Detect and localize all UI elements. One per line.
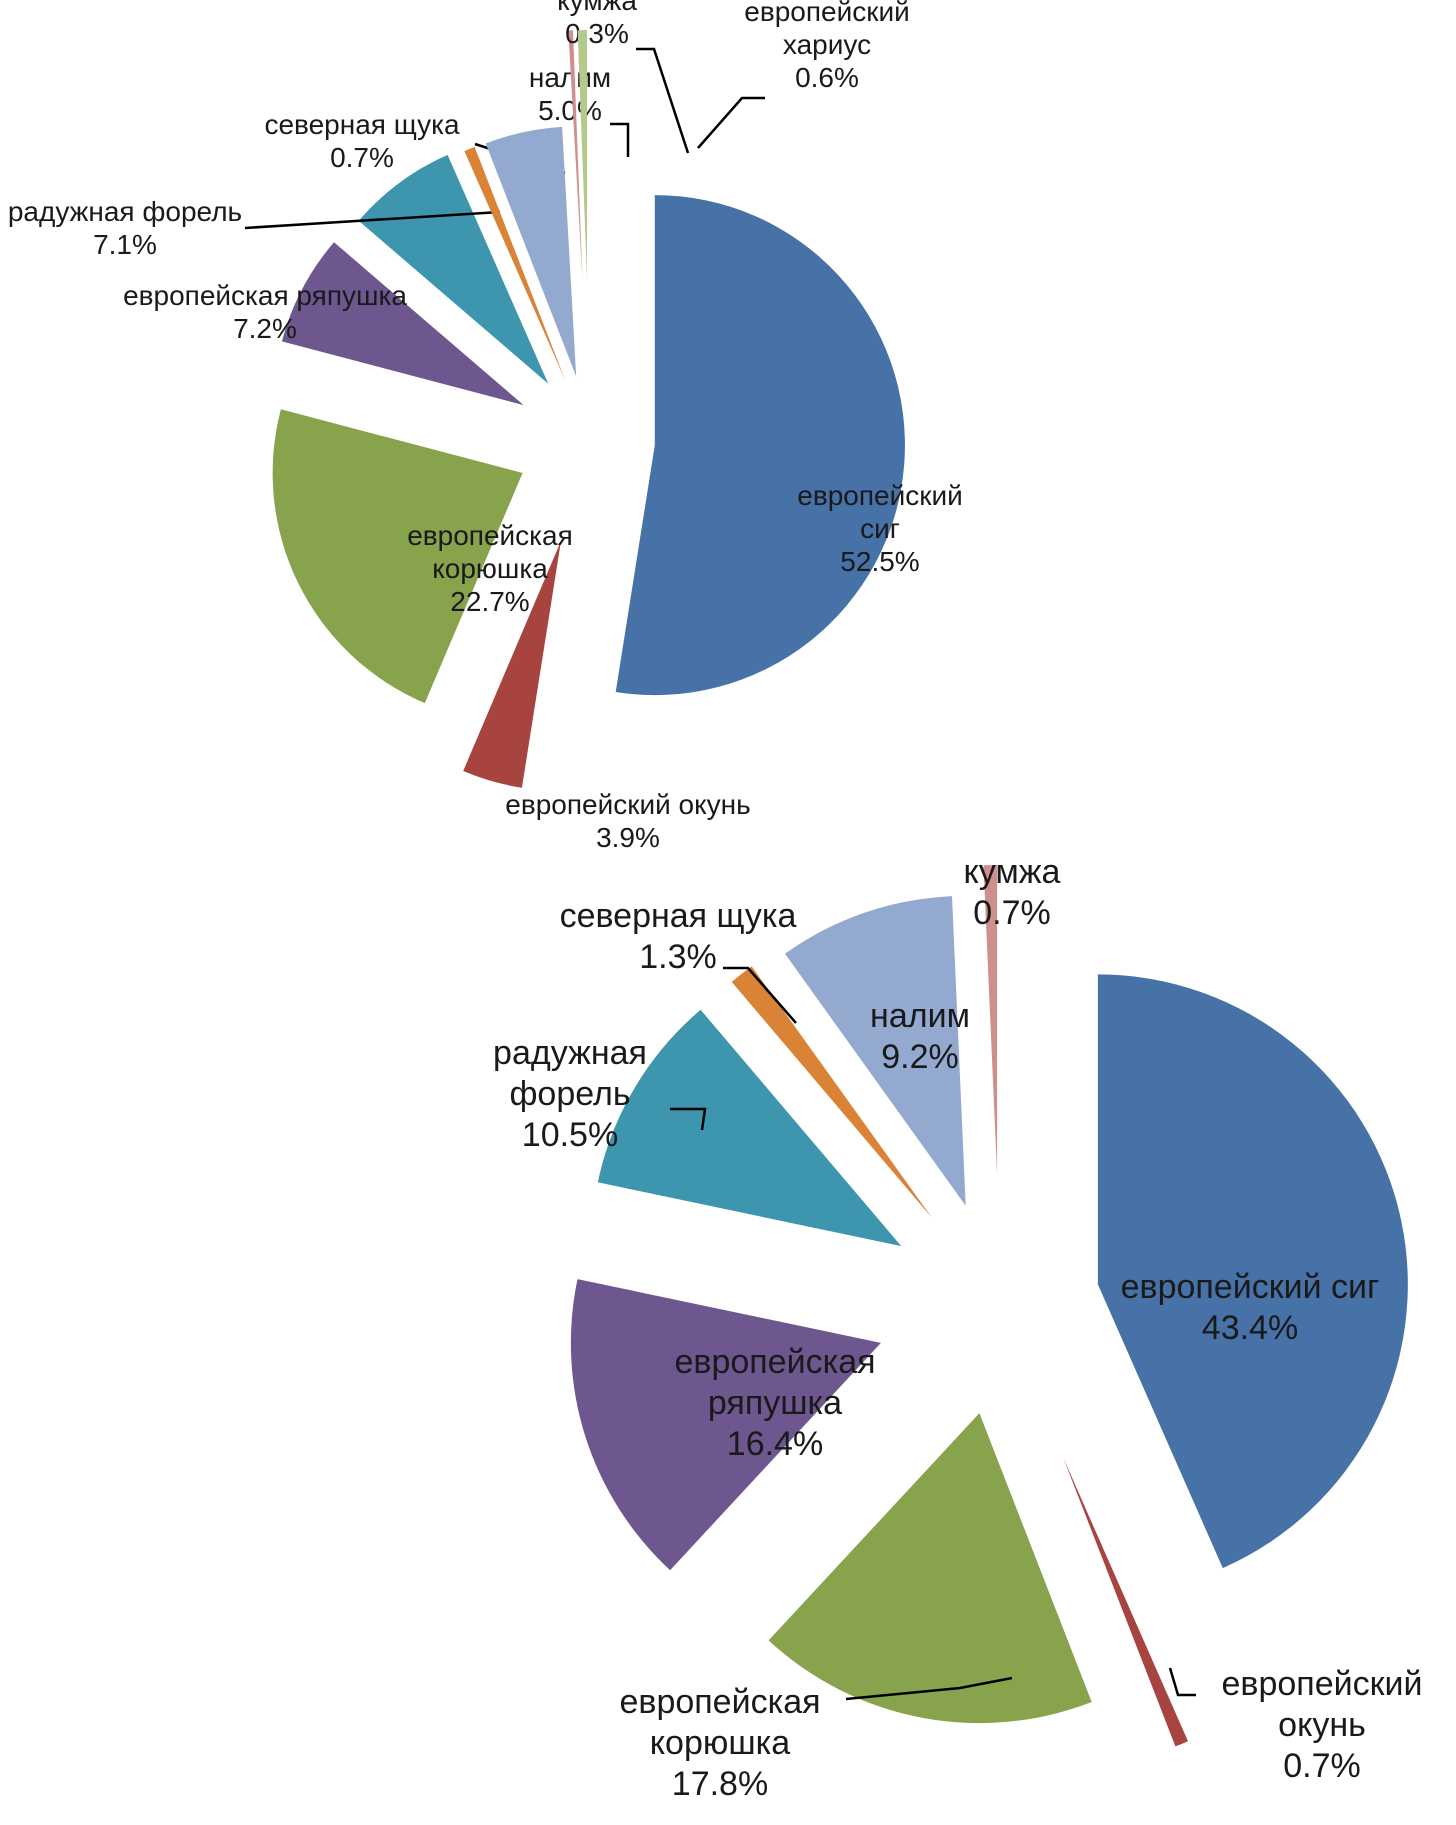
slice-evropeyskaya-ryapushka [281,242,524,406]
data-label-evropeyskaya-ryapushka: европейская ряпушка 16.4% [674,1343,875,1463]
leader-line-raduzhnaya-forel [670,1107,707,1131]
slice-kumzha [983,865,998,1175]
slice-evropeyskaya-koryushka [768,1413,1092,1724]
slice-severnaya-schuka [731,966,933,1219]
leader-line-severnaya-schuka [723,966,797,1024]
slice-raduzhnaya-forel [358,154,549,384]
data-label-evropeyskiy-okun: европейский окунь 3.9% [505,789,750,853]
data-label-kumzha: кумжа 0.3% [557,0,637,49]
leader-line-evropeyskiy-harius [697,96,765,149]
slice-evropeyskaya-koryushka [272,409,523,704]
data-label-evropeyskiy-sig: европейский сиг 43.4% [1121,1268,1380,1347]
leader-line-raduzhnaya-forel [244,210,501,230]
data-label-evropeyskiy-okun: европейский окунь 0.7% [1222,1665,1423,1785]
slice-raduzhnaya-forel [597,1009,902,1247]
slice-evropeyskiy-okun [1063,1457,1188,1747]
pie-chart-bottom: европейский сиг 43.4% европейский окунь 0.7%… [493,853,1422,1803]
leader-line-kumzha [636,47,690,154]
data-label-kumzha: кумжа 0.7% [964,853,1061,932]
slice-evropeyskaya-ryapushka [570,1279,881,1571]
slice-evropeyskiy-harius [577,30,587,280]
slice-nalim [485,126,577,377]
slice-evropeyskiy-sig [615,195,905,696]
leader-line-evropeyskaya-koryushka [845,1676,1013,1701]
data-label-nalim: налим 5.0% [529,62,611,126]
data-label-evropeyskiy-sig: европейский сиг 52.5% [797,480,963,577]
data-label-severnaya-schuka: северная щука 0.7% [264,109,459,173]
data-label-evropeyskaya-koryushka: европейская корюшка 22.7% [407,520,573,617]
data-label-evropeyskaya-ryapushka: европейская ряпушка 7.2% [123,280,407,344]
slice-severnaya-schuka [464,146,566,380]
slice-evropeyskiy-okun [463,540,561,788]
leader-line-evropeyskiy-okun [1168,1667,1196,1697]
pie-chart-top: европейский сиг 52.5% европейский окунь 3.9%… [8,0,963,853]
data-label-raduzhnaya-forel: радужная форель 7.1% [8,196,242,260]
data-label-evropeyskaya-koryushka: европейская корюшка 17.8% [619,1683,820,1803]
slice-kumzha [568,30,583,281]
data-label-nalim: налим 9.2% [870,997,970,1076]
data-label-evropeyskiy-harius: европейский хариус 0.6% [744,0,910,93]
leader-line-nalim [610,122,630,157]
data-label-severnaya-schuka: северная щука 1.3% [560,897,797,976]
slice-evropeyskiy-sig [1097,974,1408,1569]
data-label-raduzhnaya-forel: радужная форель 10.5% [493,1034,647,1154]
slice-nalim [785,896,966,1206]
